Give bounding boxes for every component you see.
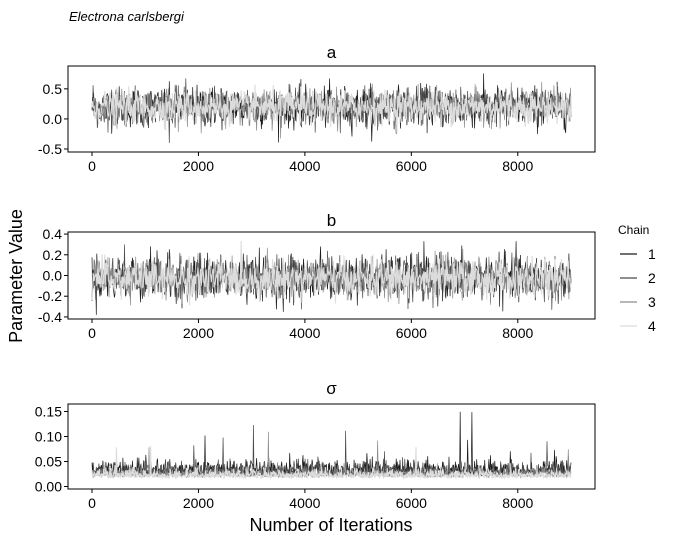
x-tick-label: 0 (88, 158, 96, 174)
y-tick-label: 0.15 (35, 404, 62, 420)
legend-title: Chain (618, 223, 649, 237)
x-tick-label: 4000 (289, 158, 320, 174)
series-line-chain-4 (91, 84, 572, 133)
panel-title: b (327, 211, 336, 230)
y-tick-label: 0.10 (35, 429, 62, 445)
y-tick-label: 0.0 (43, 268, 63, 284)
y-tick-label: 0.2 (43, 247, 63, 263)
x-tick-label: 8000 (502, 158, 533, 174)
legend-label: 2 (648, 270, 656, 286)
legend-label: 3 (648, 294, 656, 310)
panel-border (67, 65, 596, 153)
y-tick-label: 0.4 (43, 226, 63, 242)
panel-0: a 0 2000 4000 6000 8000 -0.5 0.0 0.5 (38, 43, 596, 174)
series-line-chain-2 (91, 244, 572, 310)
x-tick-label: 6000 (396, 325, 427, 341)
y-tick-label: -0.5 (38, 141, 62, 157)
panel-border (67, 403, 596, 490)
y-tick-label: -0.4 (38, 309, 62, 325)
series-line-chain-4 (91, 240, 572, 306)
y-tick-label: 0.0 (43, 111, 63, 127)
panel-title: a (327, 43, 337, 62)
series-line-chain-4 (91, 445, 572, 481)
x-tick-label: 2000 (183, 158, 214, 174)
panel-2: σ 0 2000 4000 6000 8000 0.00 0.05 0.10 0.15 (35, 379, 596, 511)
figure-title: Electrona carlsbergi (69, 9, 185, 24)
x-axis-title: Number of Iterations (249, 515, 412, 535)
x-tick-label: 6000 (396, 158, 427, 174)
panel-1: b 0 2000 4000 6000 8000 -0.4 -0.2 0.0 0.2 0.4 (38, 211, 596, 341)
y-tick-label: 0.5 (43, 81, 63, 97)
x-tick-label: 4000 (289, 325, 320, 341)
y-tick-label: -0.2 (38, 288, 62, 304)
legend-label: 4 (648, 318, 656, 334)
panel-title: σ (326, 379, 337, 398)
x-tick-label: 2000 (183, 325, 214, 341)
legend-label: 1 (648, 246, 656, 262)
x-tick-label: 2000 (183, 495, 214, 511)
y-tick-label: 0.00 (35, 479, 62, 495)
x-tick-label: 6000 (396, 495, 427, 511)
legend: Chain 1 2 3 4 (618, 223, 656, 334)
x-tick-label: 8000 (502, 325, 533, 341)
y-axis-title: Parameter Value (6, 209, 26, 343)
x-tick-label: 0 (88, 325, 96, 341)
x-tick-label: 4000 (289, 495, 320, 511)
x-tick-label: 8000 (502, 495, 533, 511)
x-tick-label: 0 (88, 495, 96, 511)
panels: a 0 2000 4000 6000 8000 -0.5 0.0 0.5 b 0 2000 4000 60… (35, 43, 596, 511)
y-tick-label: 0.05 (35, 454, 62, 470)
